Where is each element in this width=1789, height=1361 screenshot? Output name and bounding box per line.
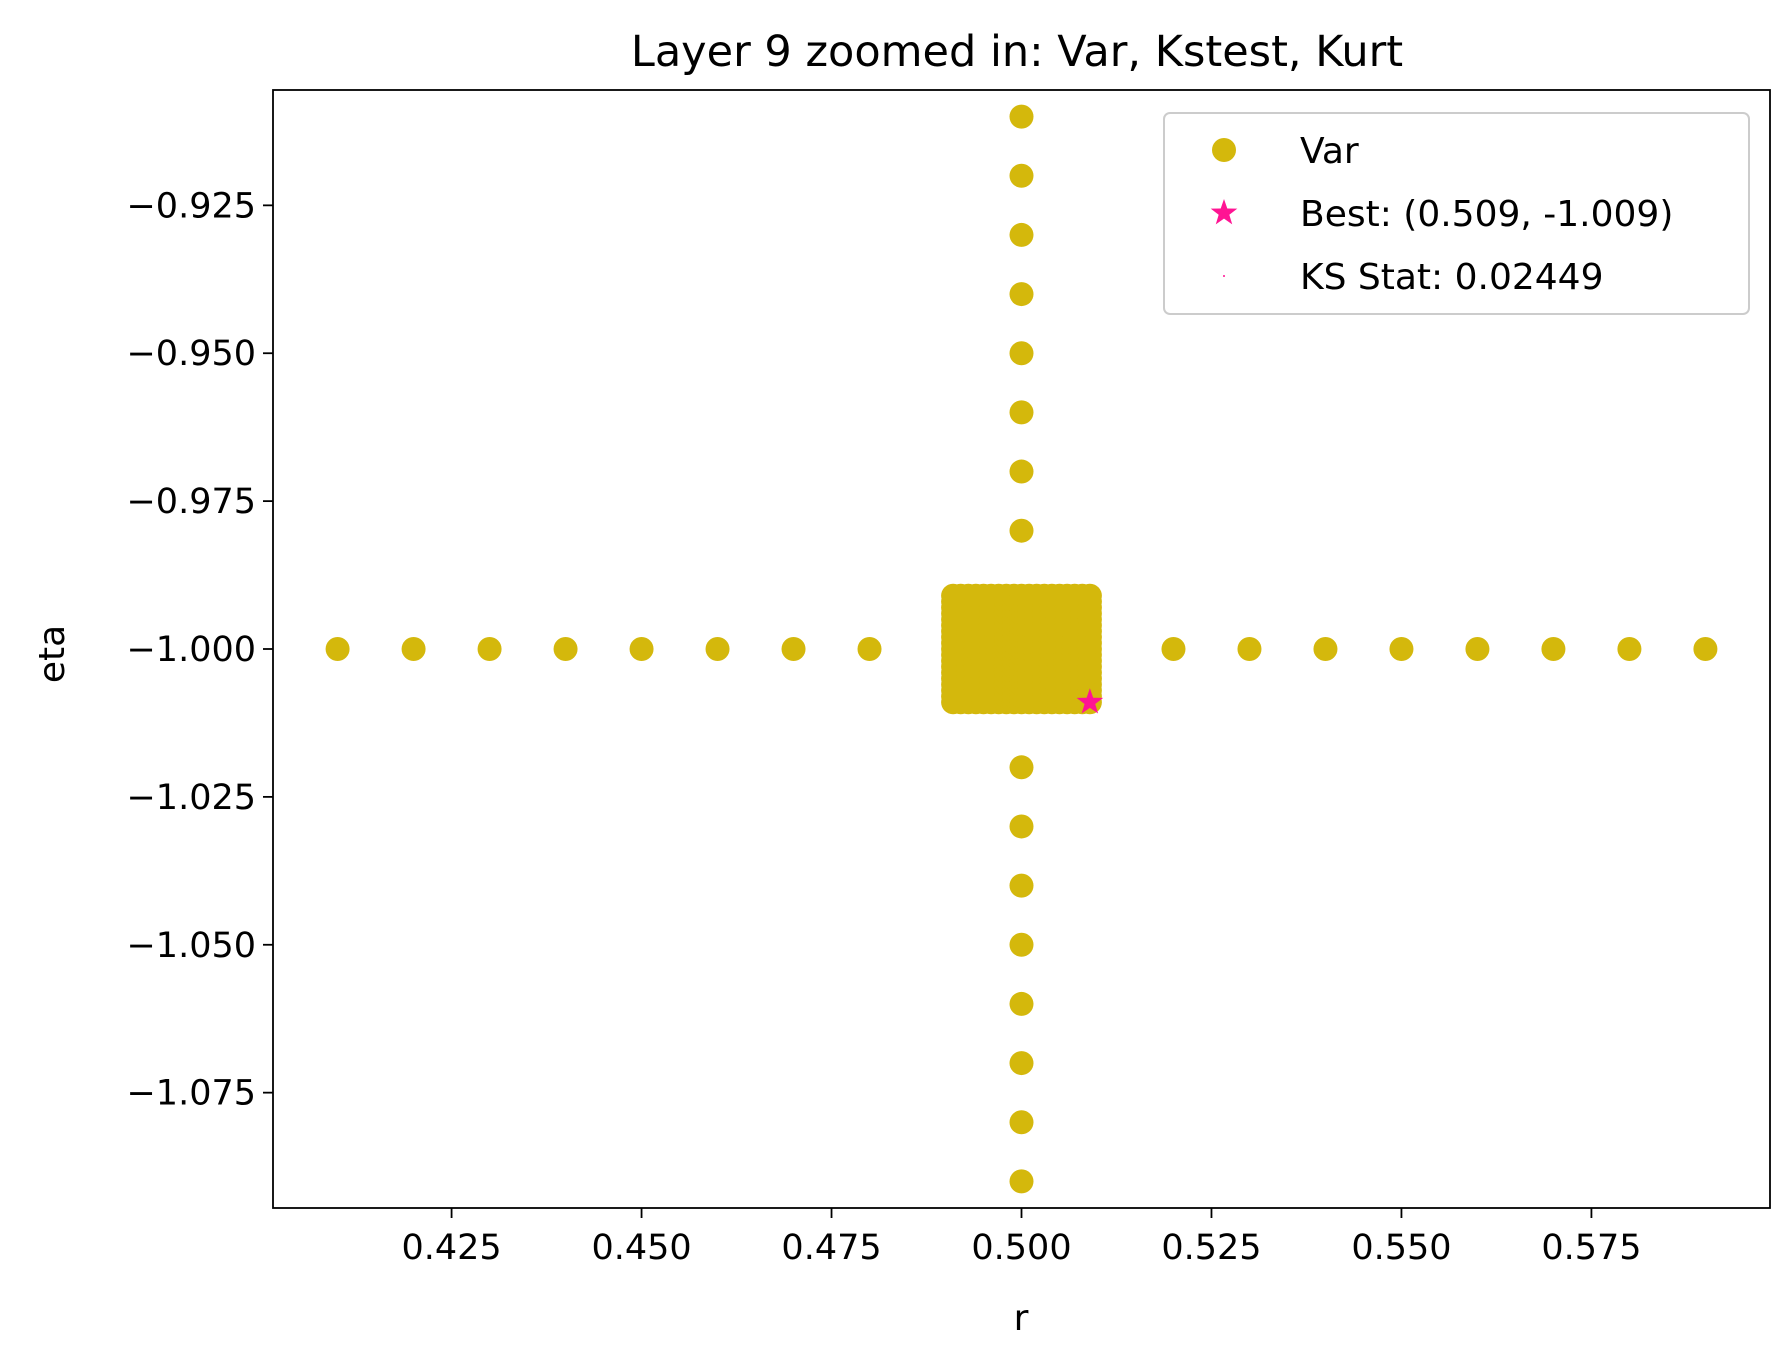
data-point [1009, 873, 1034, 898]
data-point [1009, 282, 1034, 307]
legend-entry-label: Best: (0.509, -1.009) [1300, 194, 1673, 235]
data-point [1009, 400, 1034, 425]
y-tick-label: −0.950 [126, 334, 256, 374]
y-axis: −0.925 −0.950 −0.975 −1.000 −1.025 −1.050 −1.0… [126, 186, 273, 1114]
x-axis: 0.425 0.450 0.475 0.500 0.525 0.550 0.575 [401, 1208, 1642, 1268]
data-point [1009, 1051, 1034, 1076]
x-tick-label: 0.525 [1161, 1228, 1261, 1268]
data-point [1009, 341, 1034, 366]
data-point [1077, 583, 1102, 608]
data-point [705, 637, 730, 661]
plot-area [325, 104, 1718, 1194]
legend-star-marker [1210, 199, 1238, 225]
y-tick-label: −1.025 [126, 778, 256, 818]
x-tick-label: 0.425 [401, 1228, 501, 1268]
x-tick-label: 0.500 [971, 1228, 1071, 1268]
legend-entry-label: Var [1300, 131, 1359, 172]
data-point [781, 637, 806, 661]
legend-frame [1163, 112, 1750, 315]
y-axis-label: eta [32, 625, 73, 683]
data-point [325, 637, 350, 661]
data-point [1009, 163, 1034, 188]
data-point [1009, 814, 1034, 839]
data-point [1541, 637, 1566, 661]
data-point [1009, 1169, 1034, 1194]
data-point [401, 637, 426, 661]
data-point [1009, 518, 1034, 543]
data-point [1389, 637, 1414, 661]
best-point-star [1076, 688, 1104, 714]
legend-circle-marker [1212, 138, 1236, 162]
data-point [1009, 222, 1034, 247]
x-axis-label: r [1014, 1298, 1029, 1339]
x-tick-label: 0.475 [781, 1228, 881, 1268]
y-tick-label: −1.075 [126, 1074, 256, 1114]
y-tick-label: −1.050 [126, 926, 256, 966]
data-point [553, 637, 578, 661]
data-point [629, 637, 654, 661]
x-tick-label: 0.550 [1351, 1228, 1451, 1268]
data-point [477, 637, 502, 661]
data-point [1009, 1110, 1034, 1135]
data-point [1237, 637, 1262, 661]
legend-dot-marker [1223, 275, 1225, 277]
legend-entry-label: KS Stat: 0.02449 [1300, 257, 1604, 298]
x-tick-label: 0.575 [1541, 1228, 1641, 1268]
x-tick-label: 0.450 [591, 1228, 691, 1268]
data-point [1009, 104, 1034, 129]
data-point [1465, 637, 1490, 661]
data-point [1009, 991, 1034, 1016]
series-0 [325, 104, 1718, 1194]
data-point [1009, 755, 1034, 780]
chart-title: Layer 9 zoomed in: Var, Kstest, Kurt [631, 27, 1403, 77]
data-point [1617, 637, 1642, 661]
data-point [1693, 637, 1718, 661]
data-point [1161, 637, 1186, 661]
legend: Var Best: (0.509, -1.009) KS Stat: 0.02449 [1163, 112, 1750, 315]
data-point [1009, 932, 1034, 957]
y-tick-label: −1.000 [126, 630, 256, 670]
y-tick-label: −0.975 [126, 482, 256, 522]
data-point [1313, 637, 1338, 661]
data-point [1009, 459, 1034, 484]
data-point [857, 637, 882, 661]
y-tick-label: −0.925 [126, 186, 256, 226]
series-1 [1076, 688, 1104, 714]
